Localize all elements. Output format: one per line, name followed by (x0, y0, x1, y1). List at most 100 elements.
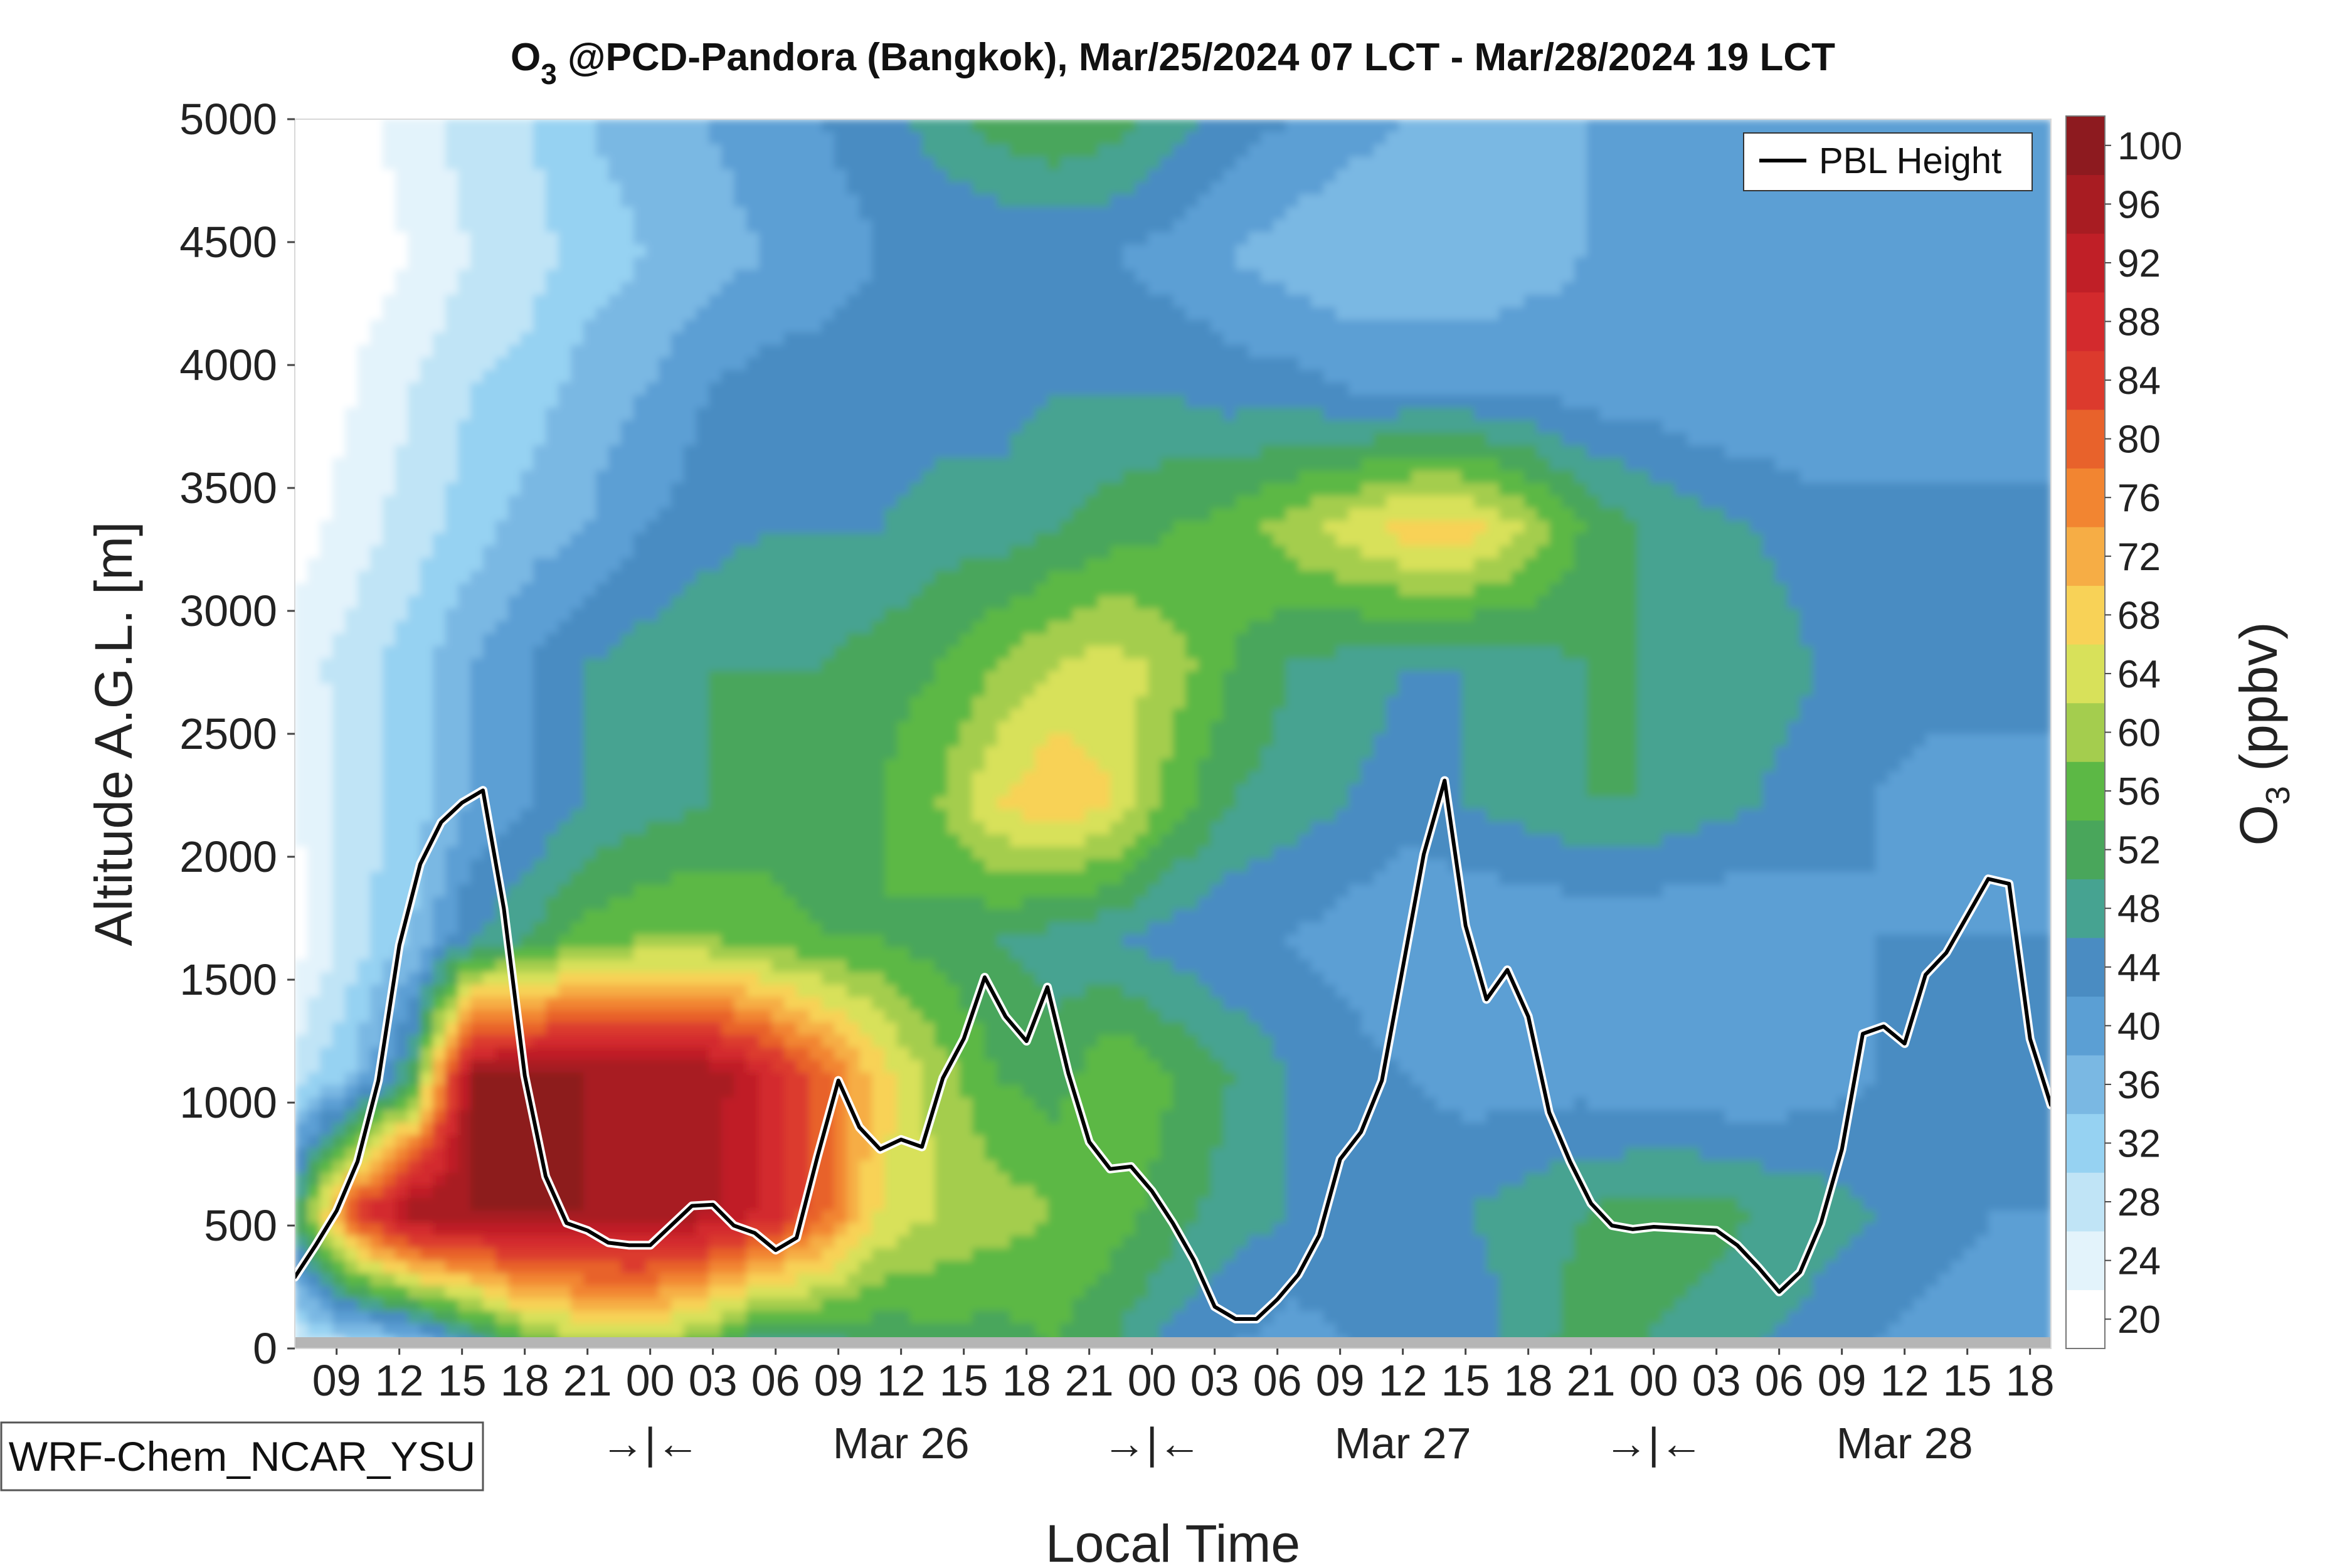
o3-cell (1348, 207, 1362, 220)
o3-cell (1838, 358, 1851, 371)
o3-cell (1963, 445, 1976, 458)
o3-cell (608, 157, 622, 170)
o3-cell (922, 207, 935, 220)
o3-cell (495, 383, 509, 396)
o3-cell (659, 182, 672, 195)
o3-cell (420, 144, 433, 157)
o3-cell (483, 307, 496, 320)
o3-cell (1461, 295, 1475, 308)
o3-cell (2038, 220, 2051, 233)
o3-cell (332, 257, 346, 270)
o3-cell (1123, 169, 1136, 183)
o3-cell (295, 119, 308, 132)
o3-cell (1386, 358, 1399, 371)
o3-cell (1687, 220, 1700, 233)
o3-cell (1788, 207, 1801, 220)
o3-cell (1562, 533, 1575, 546)
o3-cell (784, 483, 797, 496)
o3-cell (1035, 458, 1048, 471)
o3-cell (1863, 332, 1876, 346)
o3-cell (1988, 257, 2001, 270)
o3-cell (332, 282, 346, 295)
o3-cell (1900, 445, 1914, 458)
o3-cell (1951, 383, 1964, 396)
o3-cell (433, 558, 446, 571)
o3-cell (1838, 232, 1851, 245)
o3-cell (1210, 270, 1224, 283)
o3-cell (558, 458, 571, 471)
o3-cell (1499, 232, 1512, 245)
o3-cell (1951, 358, 1964, 371)
o3-cell (784, 470, 797, 484)
o3-cell (947, 508, 960, 521)
o3-cell (1424, 433, 1437, 446)
o3-cell (1261, 119, 1274, 132)
o3-cell (395, 533, 408, 546)
o3-cell (1662, 445, 1675, 458)
o3-cell (834, 558, 847, 571)
o3-cell (1286, 533, 1299, 546)
o3-cell (1499, 320, 1512, 333)
o3-cell (1424, 470, 1437, 484)
o3-cell (859, 295, 872, 308)
o3-cell (1474, 245, 1487, 258)
o3-cell (1850, 320, 1863, 333)
o3-cell (1073, 558, 1086, 571)
o3-cell (1587, 483, 1600, 496)
o3-cell (1261, 295, 1274, 308)
o3-cell (1010, 320, 1023, 333)
o3-cell (1512, 295, 1525, 308)
o3-cell (759, 169, 772, 183)
o3-cell (859, 370, 872, 383)
o3-cell (358, 483, 371, 496)
o3-cell (1223, 169, 1236, 183)
o3-cell (909, 169, 923, 183)
o3-cell (1875, 220, 1888, 233)
o3-cell (809, 358, 822, 371)
o3-cell (1348, 332, 1362, 346)
o3-cell (1762, 320, 1776, 333)
o3-cell (1424, 546, 1437, 559)
o3-cell (433, 157, 446, 170)
o3-cell (470, 232, 484, 245)
o3-cell (1047, 194, 1061, 208)
o3-cell (1624, 307, 1638, 320)
o3-cell (1549, 232, 1562, 245)
o3-cell (784, 182, 797, 195)
o3-cell (1110, 483, 1123, 496)
o3-cell (1624, 458, 1638, 471)
o3-cell (596, 370, 609, 383)
o3-cell (1549, 245, 1562, 258)
o3-cell (1273, 345, 1286, 358)
o3-cell (1223, 144, 1236, 157)
o3-cell (1687, 132, 1700, 145)
o3-cell (2013, 220, 2026, 233)
o3-cell (358, 144, 371, 157)
o3-cell (972, 483, 985, 496)
o3-cell (1286, 182, 1299, 195)
o3-cell (1399, 282, 1412, 295)
o3-cell (1788, 194, 1801, 208)
o3-cell (1123, 508, 1136, 521)
o3-cell (809, 270, 822, 283)
o3-cell (1687, 270, 1700, 283)
o3-cell (358, 408, 371, 421)
o3-cell (759, 270, 772, 283)
o3-cell (935, 420, 948, 433)
o3-cell (1512, 408, 1525, 421)
o3-cell (759, 220, 772, 233)
o3-cell (458, 370, 471, 383)
o3-cell (370, 220, 383, 233)
o3-cell (370, 132, 383, 145)
o3-cell (1198, 194, 1211, 208)
o3-cell (1486, 220, 1500, 233)
o3-cell (972, 295, 985, 308)
o3-cell (1750, 495, 1763, 509)
o3-cell (646, 558, 659, 571)
o3-cell (307, 182, 320, 195)
o3-cell (1562, 119, 1575, 132)
o3-cell (2013, 408, 2026, 421)
o3-cell (909, 495, 923, 509)
o3-cell (671, 332, 684, 346)
o3-cell (445, 383, 458, 396)
